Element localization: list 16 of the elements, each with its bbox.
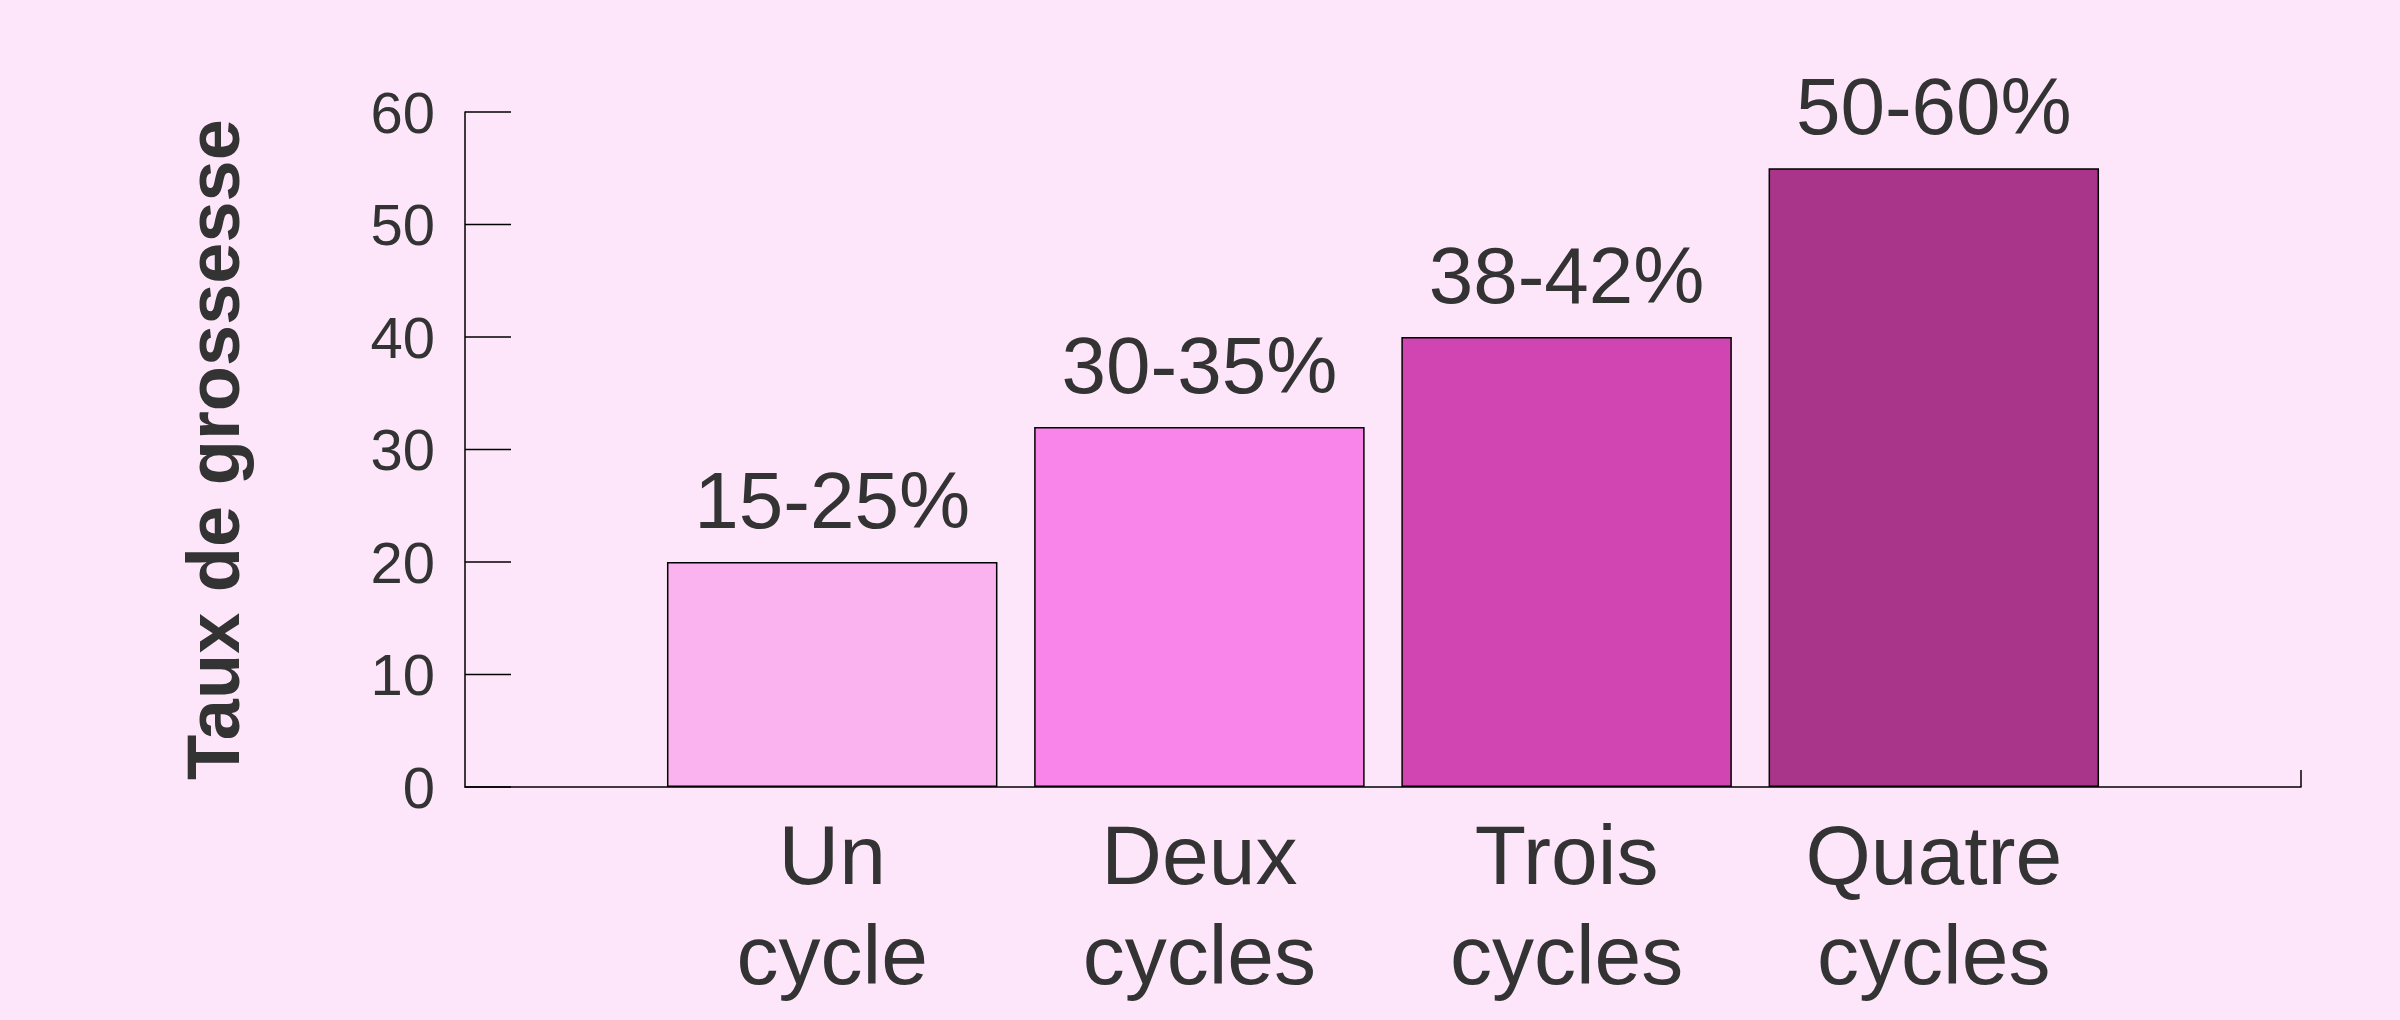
- x-tick-label: Quatre cycles: [1805, 808, 2063, 1002]
- x-tick-label: Deux cycles: [1082, 808, 1317, 1002]
- y-tick-label: 50: [370, 192, 435, 257]
- annotation: 15-25%: [694, 455, 971, 545]
- y-tick-label: 20: [370, 529, 435, 595]
- annotation: 50-60%: [1795, 61, 2072, 151]
- annotation: 30-35%: [1061, 320, 1338, 410]
- y-tick-label: 10: [370, 642, 435, 707]
- x-tick-label: Un cycle: [736, 808, 928, 1002]
- y-tick-label: 40: [370, 304, 435, 370]
- x-tick-label: Trois cycles: [1449, 808, 1684, 1002]
- y-tick-label: 0: [402, 754, 435, 820]
- y-tick-label: 60: [370, 79, 435, 145]
- y-tick-label: 30: [370, 417, 435, 482]
- annotation: 38-42%: [1428, 230, 1705, 320]
- y-axis-title: Taux de grossesse: [171, 119, 255, 780]
